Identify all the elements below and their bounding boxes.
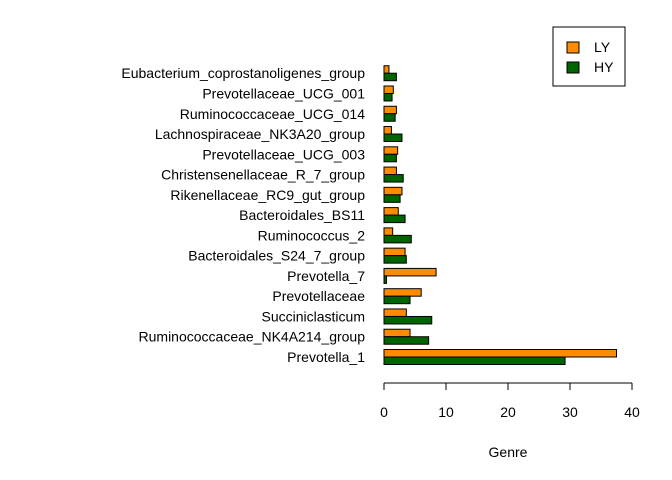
category-label-ruminococcaceae-nk4a214-group: Ruminococcaceae_NK4A214_group: [139, 329, 366, 345]
bar-ly-christensenellaceae-r-7-group: [383, 166, 397, 176]
bar-ly-prevotellaceae-ucg-001: [383, 85, 394, 94]
x-tick-label-30: 30: [562, 404, 578, 420]
bar-ly-bacteroidales-bs11: [383, 207, 399, 216]
category-label-christensenellaceae-r-7-group: Christensenellaceae_R_7_group: [161, 167, 365, 183]
x-axis: 0 10 20 30 40: [380, 382, 640, 420]
bar-hy-prevotellaceae-ucg-001: [383, 92, 393, 102]
category-label-prevotellaceae-ucg-003: Prevotellaceae_UCG_003: [202, 146, 365, 162]
x-tick-label-40: 40: [624, 404, 640, 420]
category-label-succiniclasticum: Succiniclasticum: [262, 308, 365, 324]
legend-swatch-ly: [566, 41, 580, 54]
bar-hy-prevotellaceae: [383, 295, 411, 305]
bar-hy-ruminococcaceae-ucg-014: [383, 113, 396, 122]
bar-hy-succiniclasticum: [383, 315, 433, 325]
bar-hy-prevotellaceae-ucg-003: [383, 153, 397, 163]
bars-group: [383, 65, 617, 365]
bar-hy-christensenellaceae-r-7-group: [383, 174, 404, 183]
category-label-ruminococcaceae-ucg-014: Ruminococcaceae_UCG_014: [180, 106, 365, 122]
bar-ly-lachnospiraceae-nk3a20-group: [383, 126, 392, 135]
legend: LY HY: [552, 26, 626, 87]
category-label-eubacterium-coprostanoligenes-group: Eubacterium_coprostanoligenes_group: [121, 65, 365, 81]
bar-ly-rikenellaceae-rc9-gut-group: [383, 186, 403, 196]
category-label-rikenellaceae-rc9-gut-group: Rikenellaceae_RC9_gut_group: [170, 187, 365, 203]
category-label-lachnospiraceae-nk3a20-group: Lachnospiraceae_NK3A20_group: [155, 126, 365, 142]
bar-ly-ruminococcaceae-ucg-014: [383, 105, 397, 115]
bar-ly-ruminococcus-2: [383, 227, 394, 236]
category-labels: Prevotella_1 Ruminococcaceae_NK4A214_grou…: [121, 65, 365, 365]
bar-hy-lachnospiraceae-nk3a20-group: [383, 133, 403, 143]
bar-hy-rikenellaceae-rc9-gut-group: [383, 194, 401, 203]
bar-ly-ruminococcaceae-nk4a214-group: [383, 328, 411, 338]
legend-label-ly: LY: [594, 39, 611, 55]
bar-hy-ruminococcus-2: [383, 234, 412, 244]
bar-hy-ruminococcaceae-nk4a214-group: [383, 336, 430, 345]
legend-swatch-hy: [566, 61, 580, 74]
x-tick-label-10: 10: [438, 404, 454, 420]
bar-hy-prevotella-1: [383, 356, 566, 365]
category-label-ruminococcus-2: Ruminococcus_2: [258, 227, 366, 243]
bar-hy-bacteroidales-s24-7-group: [383, 255, 407, 264]
x-tick-label-0: 0: [380, 404, 388, 420]
bar-ly-succiniclasticum: [383, 308, 407, 317]
category-label-prevotellaceae-ucg-001: Prevotellaceae_UCG_001: [202, 85, 365, 101]
category-label-prevotella-7: Prevotella_7: [287, 268, 365, 284]
bar-hy-prevotella-7: [383, 275, 387, 284]
legend-box: [552, 26, 626, 87]
category-label-prevotellaceae: Prevotellaceae: [272, 288, 365, 304]
bar-ly-prevotella-7: [383, 267, 437, 277]
bar-hy-eubacterium-coprostanoligenes-group: [383, 72, 397, 82]
bar-ly-bacteroidales-s24-7-group: [383, 247, 406, 257]
bar-ly-prevotellaceae-ucg-003: [383, 146, 399, 155]
bar-ly-prevotellaceae: [383, 288, 422, 297]
category-label-prevotella-1: Prevotella_1: [287, 349, 365, 365]
category-label-bacteroidales-bs11: Bacteroidales_BS11: [239, 207, 365, 223]
x-tick-label-20: 20: [500, 404, 516, 420]
bar-hy-bacteroidales-bs11: [383, 214, 406, 224]
category-label-bacteroidales-s24-7-group: Bacteroidales_S24_7_group: [188, 248, 365, 264]
legend-label-hy: HY: [594, 59, 614, 75]
bar-ly-eubacterium-coprostanoligenes-group: [383, 65, 390, 74]
x-axis-label: Genre: [489, 444, 528, 460]
bar-ly-prevotella-1: [383, 349, 617, 358]
